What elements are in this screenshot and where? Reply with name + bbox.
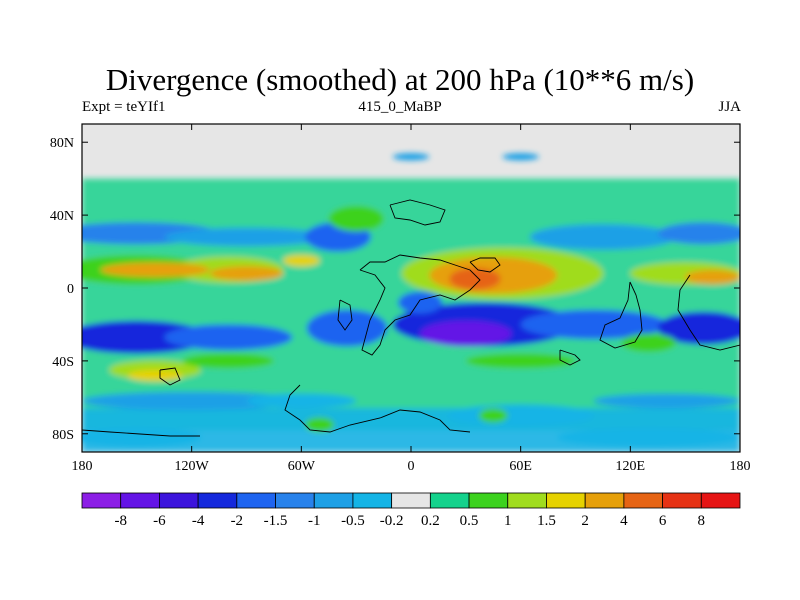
colorbar-label-4: -1.5 — [264, 513, 288, 529]
colorbar-swatch-12 — [546, 492, 586, 509]
contour-blob-19 — [392, 153, 430, 161]
contour-blob-30 — [685, 269, 740, 285]
x-tick-label-5: 120E — [616, 459, 646, 474]
contour-blob-28 — [449, 267, 501, 290]
contour-blob-17 — [82, 428, 201, 447]
contour-blob-6 — [164, 324, 293, 350]
colorbar-swatch-9 — [429, 492, 470, 509]
colorbar-label-11: 1.5 — [537, 513, 556, 529]
colorbar-label-13: 4 — [620, 513, 628, 529]
contour-blob-3 — [529, 224, 677, 250]
x-tick-label-4: 60E — [509, 459, 532, 474]
contour-blob-25 — [283, 255, 320, 267]
colorbar-label-8: 0.2 — [421, 513, 440, 529]
colorbar-label-10: 1 — [504, 513, 512, 529]
y-tick-label-0: 80N — [50, 136, 74, 151]
colorbar-label-12: 2 — [581, 513, 589, 529]
y-tick-label-4: 80S — [52, 428, 74, 443]
colorbar-label-0: -8 — [114, 513, 127, 529]
contour-blob-14 — [246, 393, 357, 409]
colorbar: -8 -6 -4 -2 -1.5 -1 -0.5 -0.2 0.2 0.5 1 1.5 2 4 6 8 — [81, 492, 741, 529]
contour-blob-37 — [304, 417, 335, 432]
contour-blob-13 — [82, 391, 302, 411]
contour-blob-5 — [82, 320, 210, 354]
contour-blob-4 — [657, 222, 740, 245]
season-label: JJA — [718, 99, 741, 115]
x-tick-label-6: 180 — [730, 459, 751, 474]
contour-blob-31 — [328, 206, 384, 232]
contour-blob-23 — [100, 262, 210, 278]
contour-fields — [82, 153, 740, 452]
contour-blob-1 — [164, 227, 329, 247]
colorbar-swatch-5 — [275, 492, 315, 509]
y-tick-label-2: 0 — [67, 282, 74, 297]
colorbar-label-5: -1 — [308, 513, 321, 529]
colorbar-swatch-1 — [120, 492, 160, 509]
coastlines — [82, 199, 740, 437]
contour-blob-12 — [398, 291, 443, 314]
colorbar-swatch-11 — [507, 492, 547, 509]
x-tick-label-1: 120W — [175, 459, 210, 474]
colorbar-swatch-3 — [197, 492, 238, 509]
colorbar-swatch-13 — [584, 492, 625, 509]
colorbar-label-15: 8 — [698, 513, 706, 529]
x-tick-label-0: 180 — [72, 459, 93, 474]
contour-blob-15 — [447, 404, 594, 427]
colorbar-swatch-2 — [159, 492, 199, 509]
contour-blob-11 — [657, 311, 740, 345]
y-tick-label-1: 40N — [50, 209, 74, 224]
contour-blob-24 — [209, 266, 284, 281]
contour-blob-9 — [420, 320, 512, 347]
colorbar-swatch-4 — [236, 492, 276, 509]
contour-blob-38 — [478, 408, 508, 423]
chart-title: Divergence (smoothed) at 200 hPa (10**6 … — [105, 62, 695, 97]
colorbar-swatch-14 — [623, 492, 663, 509]
colorbar-label-6: -0.5 — [341, 513, 365, 529]
contour-blob-18 — [557, 428, 740, 447]
colorbar-swatch-15 — [662, 492, 702, 509]
colorbar-label-1: -6 — [153, 513, 166, 529]
colorbar-swatch-0 — [81, 492, 122, 509]
colorbar-label-9: 0.5 — [460, 513, 479, 529]
contour-blob-16 — [593, 393, 740, 409]
x-tick-label-3: 0 — [408, 459, 415, 474]
contour-blob-36 — [621, 333, 677, 352]
colorbar-label-7: -0.2 — [380, 513, 404, 529]
colorbar-label-14: 6 — [659, 513, 667, 529]
contour-blob-34 — [127, 370, 183, 381]
colorbar-label-2: -4 — [192, 513, 205, 529]
y-tick-label-3: 40S — [52, 355, 74, 370]
contour-blob-10 — [520, 309, 667, 340]
contour-blob-35 — [465, 353, 576, 369]
colorbar-label-3: -2 — [231, 513, 244, 529]
colorbar-swatch-10 — [468, 492, 509, 509]
contour-blob-20 — [502, 153, 539, 161]
axes-ticks: 180 120W 60W 0 60E 120E 180 80N 40N 0 40S 80S — [50, 124, 751, 474]
period-label: 415_0_MaBP — [358, 99, 442, 115]
contour-blob-7 — [306, 309, 388, 347]
x-tick-label-2: 60W — [288, 459, 316, 474]
contour-blob-33 — [182, 353, 274, 369]
experiment-label: Expt = teYIf1 — [82, 99, 166, 115]
colorbar-swatch-7 — [352, 492, 393, 509]
colorbar-swatch-8 — [391, 492, 431, 509]
colorbar-swatch-6 — [313, 492, 354, 509]
colorbar-swatch-16 — [700, 492, 741, 509]
